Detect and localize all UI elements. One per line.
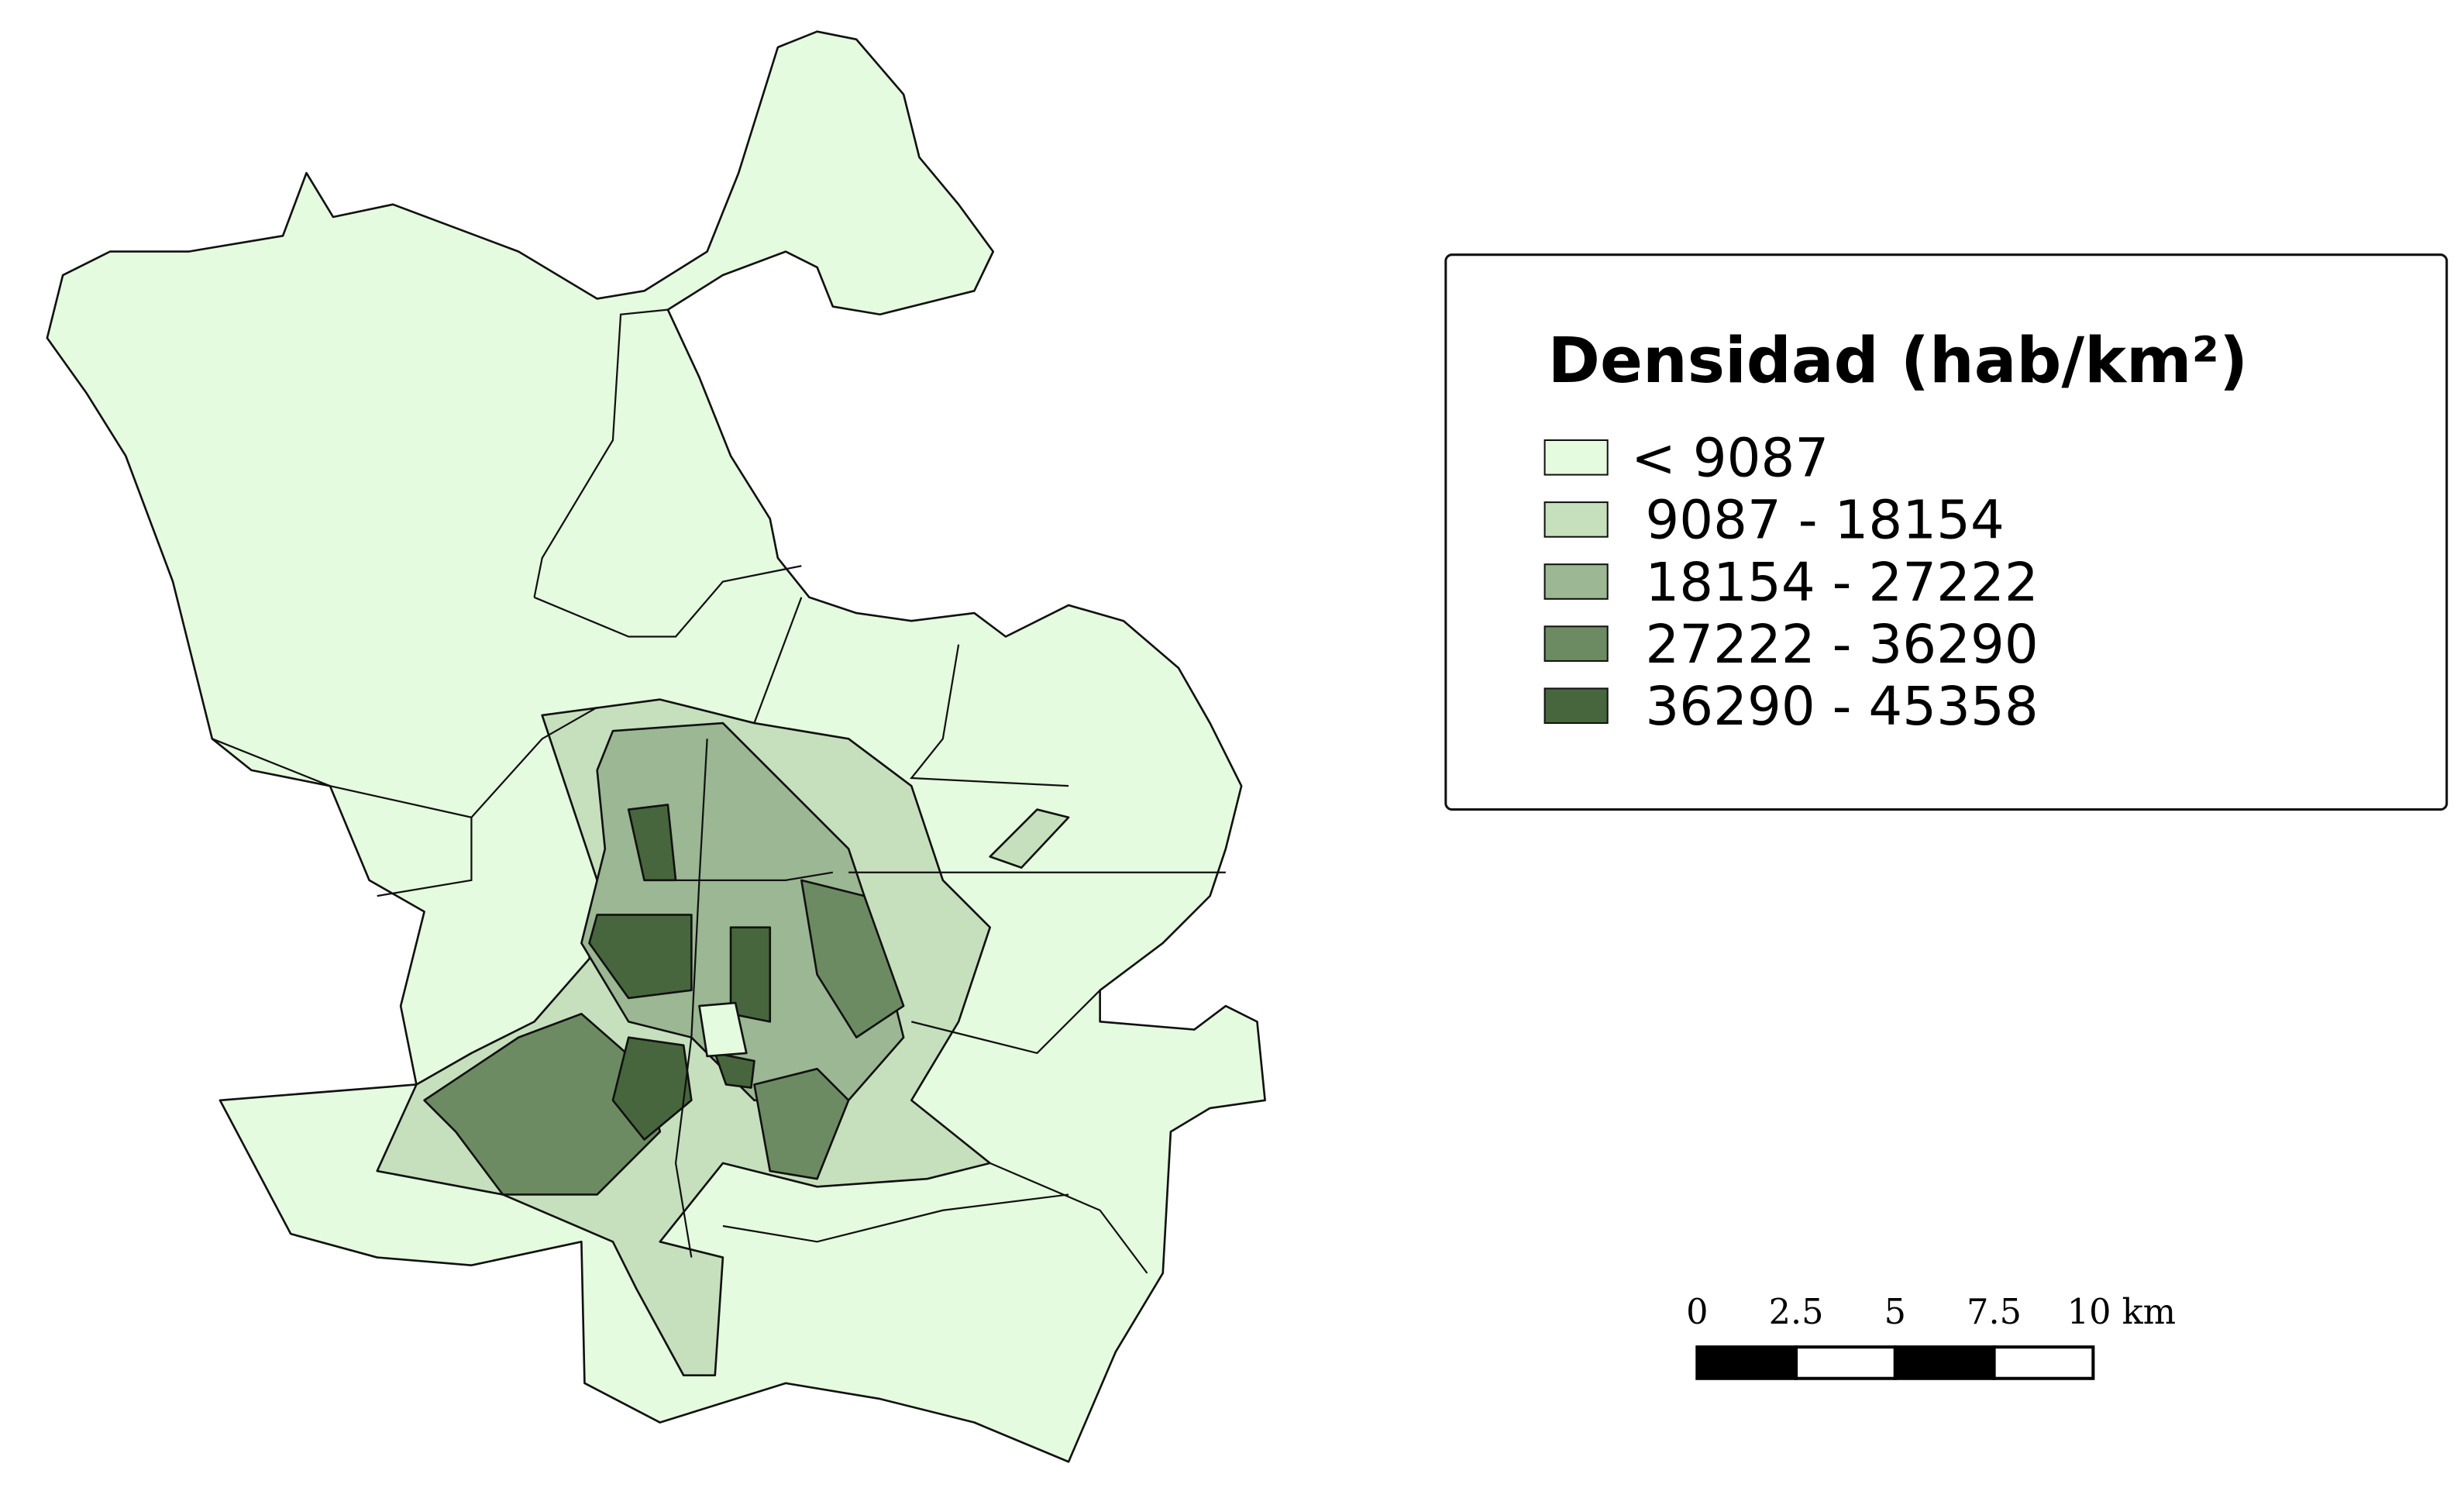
boundary [533, 308, 669, 598]
scale-label: 2.5 [1769, 1292, 1824, 1332]
legend-swatch [1543, 625, 1609, 662]
legend-title: Densidad (hab/km²) [1548, 325, 2249, 398]
boundary [911, 990, 1101, 1055]
boundary [753, 597, 803, 724]
scale-label: 0 [1686, 1292, 1708, 1332]
district [989, 808, 1070, 869]
districts [46, 30, 1266, 1463]
legend-swatch [1543, 439, 1609, 476]
boundary [659, 871, 834, 881]
scale-label: 7.5 [1967, 1292, 2022, 1332]
district [800, 879, 905, 1038]
legend-swatch [1543, 501, 1609, 538]
scale-segment [1695, 1345, 1798, 1380]
scale-label: 5 [1884, 1292, 1906, 1332]
boundary [377, 817, 473, 897]
district [698, 1001, 748, 1058]
legend-label: 9087 - 18154 [1645, 490, 2004, 552]
scale-bar: 0 2.5 5 7.5 10 km [1686, 1292, 2176, 1380]
boundary [674, 739, 708, 1258]
district [714, 1052, 755, 1089]
scale-label: 10 km [2067, 1292, 2176, 1332]
boundary [722, 1193, 1069, 1243]
legend-label: 18154 - 27222 [1645, 552, 2038, 614]
district [753, 1067, 850, 1180]
district [611, 1036, 693, 1141]
legend-label: 27222 - 36290 [1645, 614, 2038, 676]
scale-segment [1893, 1345, 1996, 1380]
boundary [534, 565, 802, 638]
district [588, 914, 693, 1000]
district [729, 926, 772, 1023]
boundary [989, 1162, 1148, 1274]
legend-label: < 9087 [1631, 428, 1829, 490]
boundary [910, 644, 1069, 787]
scale-segment [1992, 1345, 2095, 1380]
district [423, 1012, 662, 1196]
legend-swatch [1543, 687, 1609, 725]
legend-swatch [1543, 563, 1609, 600]
legend-box [1444, 253, 2449, 811]
legend-label: 36290 - 45358 [1645, 676, 2038, 738]
scale-segment [1795, 1345, 1897, 1380]
